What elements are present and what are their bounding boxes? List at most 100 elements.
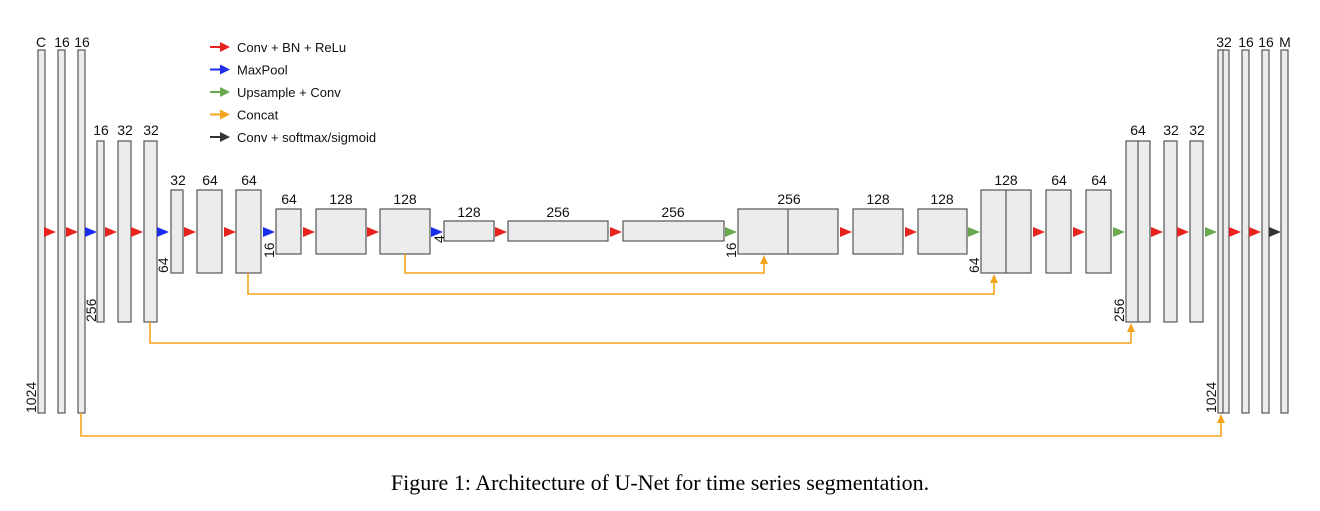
skip-arrowhead-2 (990, 274, 998, 283)
arrow-7 (184, 227, 196, 237)
block-bottleneck-b (507, 220, 609, 242)
arrow-8 (224, 227, 236, 237)
arrow-6 (157, 227, 169, 237)
enc-side-label-2: 256 (83, 298, 99, 322)
dec-side-label-2: 64 (966, 257, 982, 273)
arrow-22 (1151, 227, 1163, 237)
arrow-25 (1229, 227, 1241, 237)
legend-label-2: MaxPool (237, 63, 288, 78)
enc-top-label-10: 64 (281, 191, 297, 207)
block-output (1280, 49, 1289, 414)
arrow-2 (66, 227, 78, 237)
dec-top-label-5: 64 (1051, 172, 1067, 188)
block-dec3-a (1045, 189, 1072, 274)
block-enc4-a (275, 208, 302, 255)
enc-side-label-1: 1024 (23, 382, 39, 413)
arrow-27 (1269, 227, 1281, 237)
legend-label-3: Upsample + Conv (237, 85, 341, 100)
enc-side-label-5: 4 (431, 235, 447, 243)
dec-top-label-7: 64 (1130, 122, 1146, 138)
skip-arrowhead-4 (1217, 414, 1225, 423)
enc-top-label-4: 16 (93, 122, 109, 138)
block-dec2-a (1163, 140, 1178, 323)
block-dec1-b (1261, 49, 1270, 414)
block-dec4-b (917, 208, 968, 255)
enc-top-label-3: 16 (74, 34, 90, 50)
arrow-1 (44, 227, 56, 237)
enc-top-label-8: 64 (202, 172, 218, 188)
arrow-20 (1073, 227, 1085, 237)
dec-top-label-13: M (1279, 34, 1291, 50)
block-enc2-b (117, 140, 132, 323)
arrow-23 (1177, 227, 1189, 237)
skip-line-4 (80, 413, 1222, 437)
legend-label-1: Conv + BN + ReLu (237, 40, 346, 55)
legend-arrow-3 (220, 87, 230, 97)
legend-label-5: Conv + softmax/sigmoid (237, 130, 376, 145)
block-input (37, 49, 46, 414)
dec-top-label-2: 128 (866, 191, 890, 207)
enc-top-label-12: 128 (393, 191, 417, 207)
dec-top-label-11: 16 (1238, 34, 1254, 50)
dec-side-label-3: 256 (1111, 298, 1127, 322)
enc-top-label-9: 64 (241, 172, 257, 188)
block-enc3-b (196, 189, 223, 274)
arrow-15 (725, 227, 737, 237)
dec-top-label-12: 16 (1258, 34, 1274, 50)
skip-line-3 (149, 322, 1132, 344)
arrow-14 (610, 227, 622, 237)
block-enc2-c (143, 140, 158, 323)
arrow-12 (431, 227, 443, 237)
dec-side-label-4: 1024 (1203, 382, 1219, 413)
block-enc3-a (170, 189, 184, 274)
arrow-26 (1249, 227, 1261, 237)
enc-top-label-11: 128 (329, 191, 353, 207)
block-enc1-b (77, 49, 86, 414)
block-dec2-b (1189, 140, 1204, 323)
dec-top-label-4: 128 (994, 172, 1018, 188)
arrow-13 (495, 227, 507, 237)
arrow-21 (1113, 227, 1125, 237)
block-enc1-a (57, 49, 66, 414)
skip-line-1 (404, 254, 765, 274)
arrow-24 (1205, 227, 1217, 237)
legend-label-4: Concat (237, 108, 279, 123)
legend-arrow-2 (220, 64, 230, 75)
dec-top-label-9: 32 (1189, 122, 1205, 138)
arrow-3 (85, 227, 97, 237)
block-dec4-a (852, 208, 904, 255)
figure-caption: Figure 1: Architecture of U-Net for time… (390, 470, 930, 495)
dec-top-label-3: 128 (930, 191, 954, 207)
block-dec1-a (1241, 49, 1250, 414)
enc-top-label-14: 256 (546, 204, 570, 220)
skip-arrowhead-1 (760, 255, 768, 264)
arrow-11 (367, 227, 379, 237)
dec-top-label-6: 64 (1091, 172, 1107, 188)
arrow-10 (303, 227, 315, 237)
arrow-16 (840, 227, 852, 237)
dec-top-label-8: 32 (1163, 122, 1179, 138)
block-enc3-c (235, 189, 262, 274)
enc-top-label-6: 32 (143, 122, 159, 138)
skip-line-2 (247, 273, 995, 295)
dec-top-label-1: 256 (777, 191, 801, 207)
arrow-19 (1033, 227, 1045, 237)
enc-side-label-4: 16 (261, 242, 277, 258)
block-dec3-b (1085, 189, 1112, 274)
enc-top-label-2: 16 (54, 34, 70, 50)
block-bottleneck-c (622, 220, 725, 242)
block-enc2-a (96, 140, 105, 323)
legend-arrow-4 (220, 109, 230, 120)
enc-top-label-7: 32 (170, 172, 186, 188)
enc-top-label-15: 256 (661, 204, 685, 220)
enc-top-label-13: 128 (457, 204, 481, 220)
legend-arrow-5 (220, 132, 230, 142)
arrow-5 (131, 227, 143, 237)
legend-arrow-1 (220, 42, 230, 52)
dec-side-label-1: 16 (723, 242, 739, 258)
block-enc4-c (379, 208, 431, 255)
arrow-17 (905, 227, 917, 237)
enc-top-label-5: 32 (117, 122, 133, 138)
arrow-9 (263, 227, 275, 237)
